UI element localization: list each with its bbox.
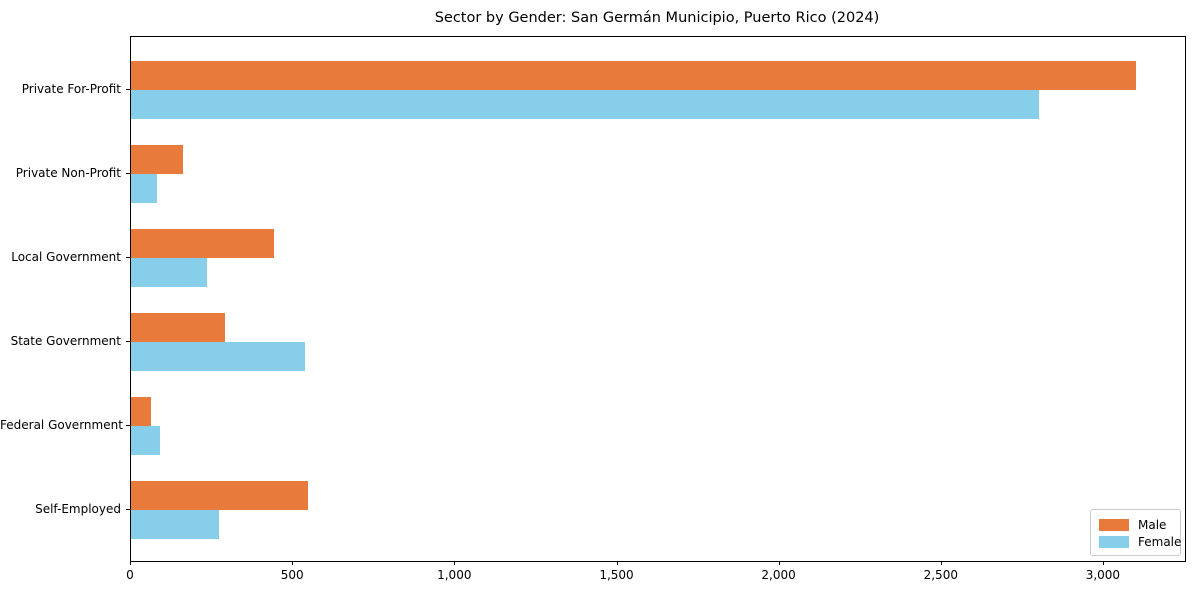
bar-male-state-government [131, 313, 225, 342]
y-label-state-government: State Government [10, 334, 121, 348]
bar-male-local-government [131, 229, 274, 258]
x-tick-2500 [940, 561, 942, 565]
y-label-private-non-profit: Private Non-Profit [15, 166, 121, 180]
legend: Male Female [1090, 509, 1181, 556]
x-label-500: 500 [280, 568, 304, 582]
bar-male-self-employed [131, 481, 308, 510]
bar-female-local-government [131, 258, 208, 287]
y-tick-state-government [126, 341, 130, 342]
legend-item-female: Female [1099, 534, 1181, 549]
bar-male-private-non-profit [131, 145, 183, 174]
x-tick-1000 [454, 561, 456, 565]
x-tick-1500 [616, 561, 618, 565]
x-label-3000: 3,000 [1085, 568, 1121, 582]
bar-male-federal-government [131, 397, 151, 426]
y-label-federal-government: Federal Government [0, 418, 123, 432]
y-tick-local-government [126, 257, 130, 258]
plot-area: Male Female [130, 36, 1186, 562]
x-tick-0 [130, 561, 131, 565]
chart-title: Sector by Gender: San Germán Municipio, … [434, 10, 880, 26]
bar-female-self-employed [131, 510, 219, 539]
bar-female-private-for-profit [131, 90, 1040, 119]
bar-male-private-for-profit [131, 61, 1137, 90]
y-tick-self-employed [126, 509, 130, 510]
legend-label-female: Female [1138, 534, 1182, 549]
x-label-0: 0 [126, 568, 134, 582]
x-label-2500: 2,500 [923, 568, 958, 582]
x-label-1000: 1,000 [437, 568, 472, 582]
x-tick-3000 [1102, 561, 1104, 565]
bar-female-state-government [131, 342, 305, 371]
legend-swatch-female [1099, 535, 1129, 548]
x-label-2000: 2,000 [761, 568, 796, 582]
y-label-private-for-profit: Private For-Profit [21, 82, 121, 96]
y-tick-federal-government [126, 425, 130, 426]
y-tick-private-for-profit [126, 89, 130, 90]
legend-item-male: Male [1099, 517, 1172, 532]
y-tick-private-non-profit [126, 173, 130, 174]
legend-swatch-male [1099, 518, 1129, 531]
bar-female-federal-government [131, 426, 161, 455]
legend-label-male: Male [1138, 517, 1167, 532]
x-tick-2000 [778, 561, 780, 565]
y-label-self-employed: Self-Employed [35, 502, 121, 516]
x-tick-500 [292, 561, 294, 565]
y-label-local-government: Local Government [11, 250, 121, 264]
bar-female-private-non-profit [131, 174, 157, 203]
x-label-1500: 1,500 [599, 568, 634, 582]
